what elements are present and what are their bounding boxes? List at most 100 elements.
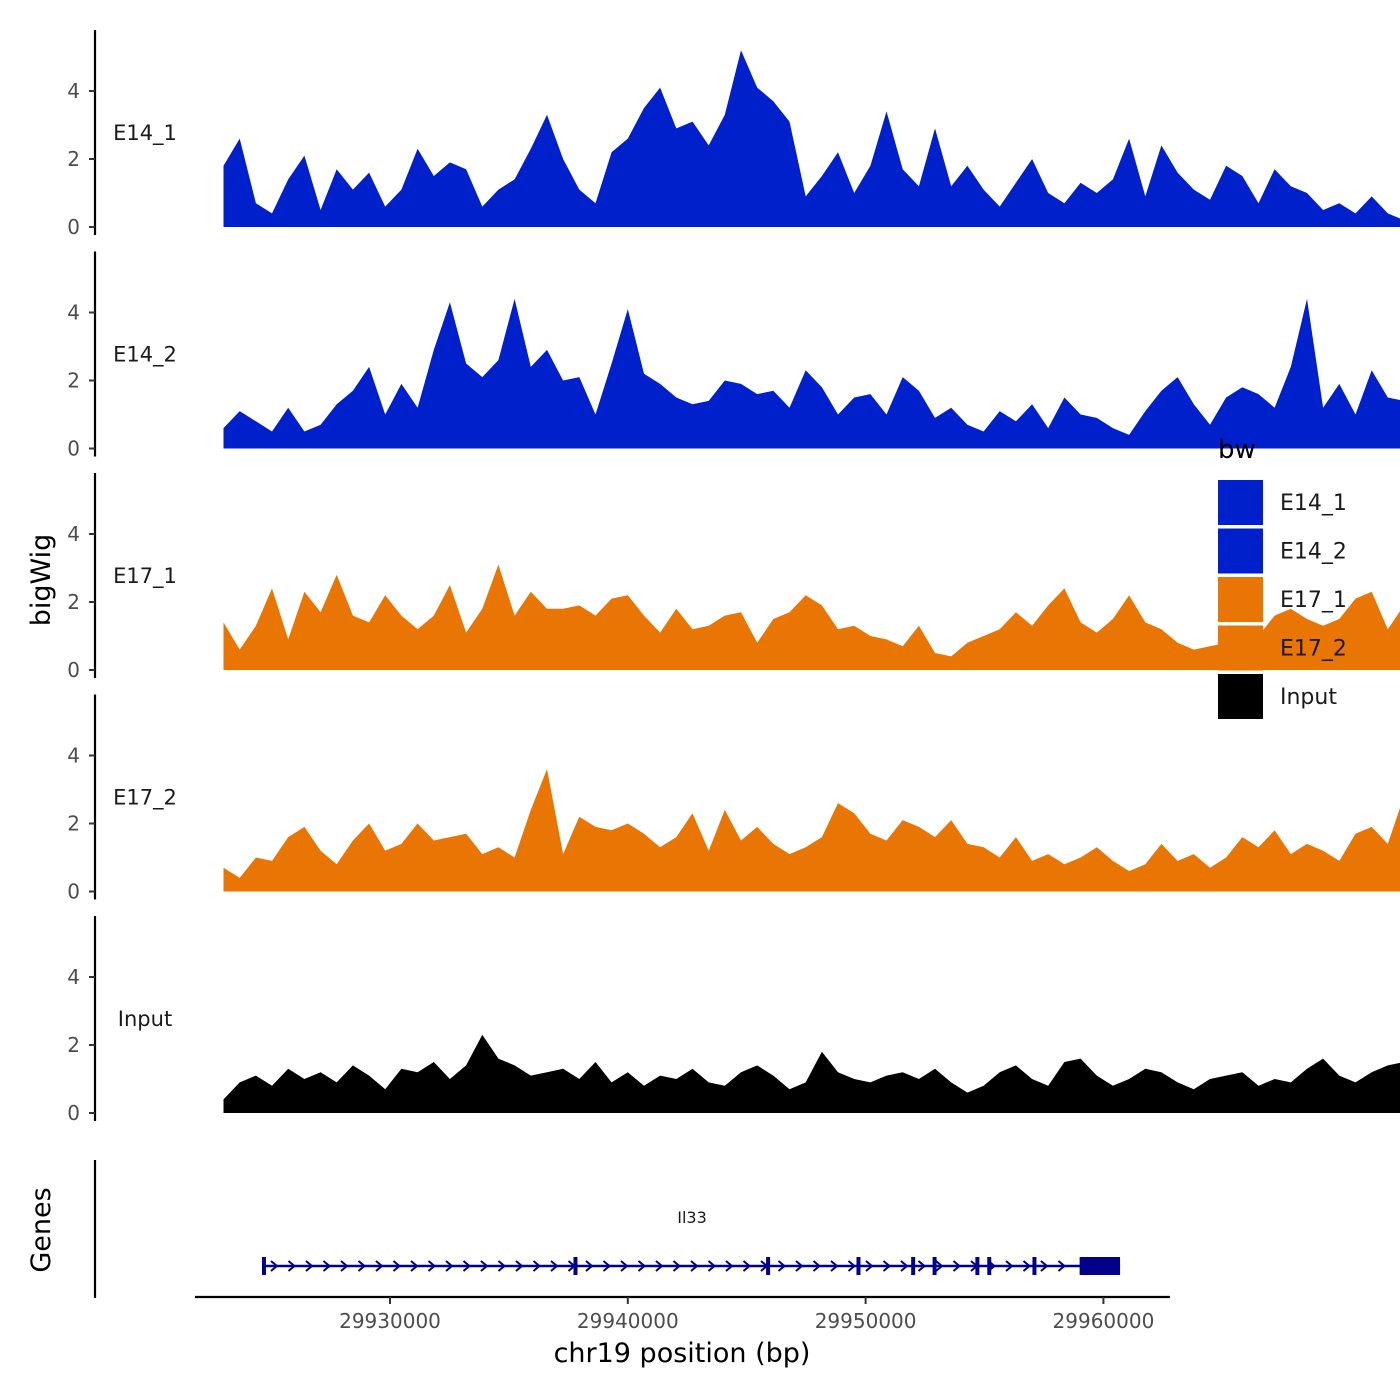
track-E17_1: 0 2 4 E17_1 <box>67 473 1400 682</box>
strand-arrow <box>655 1260 664 1272</box>
y-tick-label: 4 <box>67 744 80 768</box>
strand-arrow <box>812 1260 822 1272</box>
legend-label: E17_2 <box>1280 637 1347 662</box>
strand-arrow <box>550 1260 559 1272</box>
strand-arrow <box>690 1260 699 1272</box>
x-tick-label: 29940000 <box>577 1309 679 1333</box>
strand-arrow <box>462 1260 472 1272</box>
strand-arrow <box>410 1260 419 1272</box>
x-tick-label: 29950000 <box>815 1309 917 1333</box>
track-E14_1: 0 2 4 E14_1 <box>67 30 1400 239</box>
gene-Il33: Il33 <box>261 1208 1121 1275</box>
y-tick-label: 2 <box>67 369 80 393</box>
legend-label: E14_2 <box>1280 540 1347 565</box>
strand-arrow <box>585 1260 594 1272</box>
track-label: E17_1 <box>113 564 177 589</box>
strand-arrow <box>322 1260 332 1272</box>
coverage-area-E14_2 <box>223 298 1400 449</box>
strand-arrow <box>742 1260 752 1272</box>
strand-arrow <box>1040 1260 1049 1272</box>
strand-arrow <box>602 1260 612 1272</box>
y-tick-label: 0 <box>67 1101 80 1125</box>
track-label: Input <box>118 1007 172 1031</box>
y-tick-label: 4 <box>67 522 80 546</box>
gene-exon <box>573 1257 578 1275</box>
strand-arrow <box>865 1260 874 1272</box>
x-axis-title: chr19 position (bp) <box>554 1338 811 1369</box>
strand-arrow <box>847 1260 857 1272</box>
x-axis: 29930000 29940000 29950000 29960000 <box>195 1295 1170 1333</box>
legend: bw E14_1 E14_2 E17_1 E17_2 Input <box>1218 435 1347 719</box>
strand-arrow <box>707 1260 717 1272</box>
y-tick-label: 0 <box>67 215 80 239</box>
track-label: E17_2 <box>113 786 177 811</box>
gene-exon-last <box>1079 1257 1121 1275</box>
legend-label: Input <box>1280 685 1337 710</box>
track-panels: 0 2 4 E14_1 0 2 4 E14_2 0 2 4 E17_1 0 2 4 E17_2 0 2 4 Input <box>67 30 1400 1125</box>
strand-arrow <box>935 1260 944 1272</box>
coverage-area-E17_2 <box>223 769 1400 892</box>
y-tick-label: 0 <box>67 437 80 461</box>
strand-arrow <box>637 1260 647 1272</box>
y-tick-label: 0 <box>67 658 80 682</box>
strand-arrow <box>357 1260 367 1272</box>
strand-arrow <box>725 1260 734 1272</box>
coverage-area-E14_1 <box>223 50 1400 227</box>
strand-arrow <box>445 1260 454 1272</box>
track-E14_2: 0 2 4 E14_2 <box>67 251 1400 461</box>
strand-arrow <box>672 1260 682 1272</box>
legend-swatch <box>1218 480 1263 525</box>
gene-exon <box>261 1257 266 1275</box>
strand-arrow <box>427 1260 437 1272</box>
gene-exon <box>856 1257 861 1275</box>
legend-swatch <box>1218 577 1263 622</box>
track-label: E14_2 <box>113 343 177 368</box>
strand-arrow <box>620 1260 629 1272</box>
strand-arrow <box>777 1260 787 1272</box>
y-tick-label: 4 <box>67 301 80 325</box>
legend-title: bw <box>1218 435 1256 465</box>
y-tick-label: 2 <box>67 812 80 836</box>
x-tick-label: 29960000 <box>1053 1309 1155 1333</box>
track-E17_2: 0 2 4 E17_2 <box>67 694 1400 904</box>
gene-panel: Il33 <box>93 1160 1121 1298</box>
strand-arrow <box>952 1260 962 1272</box>
y-tick-label: 2 <box>67 590 80 614</box>
gene-exon <box>932 1257 937 1275</box>
legend-swatch <box>1218 625 1263 671</box>
legend-label: E14_1 <box>1280 491 1347 516</box>
strand-arrow <box>305 1260 314 1272</box>
y-tick-label: 2 <box>67 1033 80 1057</box>
track-label: E14_1 <box>113 121 177 146</box>
strand-arrow <box>917 1260 927 1272</box>
strand-arrow <box>900 1260 909 1272</box>
legend-label: E17_1 <box>1280 588 1347 613</box>
legend-swatch <box>1218 528 1263 574</box>
strand-arrow <box>882 1260 892 1272</box>
legend-swatch <box>1218 674 1263 719</box>
strand-arrow <box>497 1260 507 1272</box>
strand-arrow <box>515 1260 524 1272</box>
strand-arrow <box>830 1260 839 1272</box>
gene-label: Il33 <box>677 1208 707 1227</box>
coverage-area-E17_1 <box>223 564 1400 670</box>
genes-axis-title: Genes <box>26 1187 57 1272</box>
y-tick-label: 4 <box>67 79 80 103</box>
y-axis-title: bigWig <box>26 534 57 627</box>
strand-arrow <box>1022 1260 1032 1272</box>
gene-exon <box>766 1257 771 1275</box>
strand-arrow <box>287 1260 297 1272</box>
strand-arrow <box>375 1260 384 1272</box>
strand-arrow <box>795 1260 804 1272</box>
track-Input: 0 2 4 Input <box>67 916 1400 1125</box>
x-tick-label: 29930000 <box>339 1309 441 1333</box>
strand-arrow <box>270 1260 279 1272</box>
coverage-area-Input <box>223 1034 1400 1113</box>
gene-exon <box>911 1257 916 1275</box>
strand-arrow <box>532 1260 542 1272</box>
gene-exon <box>975 1257 980 1275</box>
gene-exon <box>1032 1257 1037 1275</box>
strand-arrow <box>480 1260 489 1272</box>
